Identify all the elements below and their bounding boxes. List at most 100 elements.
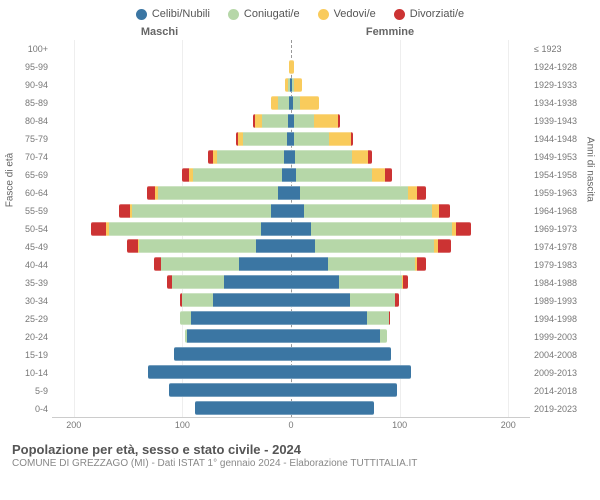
year-label: 2019-2023 bbox=[534, 400, 588, 418]
bar-segment bbox=[338, 114, 340, 128]
pyramid-row bbox=[52, 345, 530, 363]
bar-segment bbox=[291, 275, 339, 289]
age-label: 5-9 bbox=[12, 382, 48, 400]
age-label: 55-59 bbox=[12, 202, 48, 220]
bar-segment bbox=[271, 204, 291, 218]
bar-segment bbox=[300, 96, 320, 110]
footer-subtitle: COMUNE DI GREZZAGO (MI) - Dati ISTAT 1° … bbox=[12, 458, 588, 469]
bar-segment bbox=[295, 150, 351, 164]
bar-segment bbox=[195, 401, 291, 415]
male-bar bbox=[52, 401, 291, 415]
bar-segment bbox=[213, 293, 291, 307]
legend-label: Divorziati/e bbox=[410, 8, 464, 20]
year-label: 1979-1983 bbox=[534, 256, 588, 274]
female-bar bbox=[291, 401, 530, 415]
female-bar bbox=[291, 329, 530, 343]
male-bar bbox=[52, 168, 291, 182]
year-label: 1934-1938 bbox=[534, 94, 588, 112]
male-bar bbox=[52, 150, 291, 164]
bar-segment bbox=[389, 311, 390, 325]
female-bar bbox=[291, 60, 530, 74]
year-label: 1994-1998 bbox=[534, 310, 588, 328]
year-label: 1939-1943 bbox=[534, 112, 588, 130]
bar-segment bbox=[291, 383, 397, 397]
age-label: 10-14 bbox=[12, 364, 48, 382]
pyramid-row bbox=[52, 273, 530, 291]
year-label: 1954-1958 bbox=[534, 166, 588, 184]
y-axis-right-title: Anni di nascita bbox=[585, 137, 596, 202]
bar-segment bbox=[261, 222, 291, 236]
year-label: 1929-1933 bbox=[534, 76, 588, 94]
male-bar bbox=[52, 186, 291, 200]
age-label: 80-84 bbox=[12, 112, 48, 130]
age-label: 45-49 bbox=[12, 238, 48, 256]
bar-segment bbox=[182, 293, 212, 307]
year-label: 1974-1978 bbox=[534, 238, 588, 256]
age-label: 100+ bbox=[12, 40, 48, 58]
bar-segment bbox=[311, 222, 452, 236]
legend: Celibi/Nubili Coniugati/e Vedovi/e Divorzia… bbox=[12, 8, 588, 20]
pyramid-row bbox=[52, 291, 530, 309]
female-bar bbox=[291, 347, 530, 361]
female-bar bbox=[291, 78, 530, 92]
year-label: ≤ 1923 bbox=[534, 40, 588, 58]
bar-segment bbox=[158, 186, 278, 200]
bar-segment bbox=[291, 329, 380, 343]
bar-segment bbox=[256, 239, 291, 253]
bar-segment bbox=[127, 239, 138, 253]
bar-segment bbox=[315, 239, 435, 253]
female-bar bbox=[291, 365, 530, 379]
female-bar bbox=[291, 293, 530, 307]
x-ticks: 2001000100200 bbox=[52, 420, 530, 432]
male-bar bbox=[52, 329, 291, 343]
bar-segment bbox=[417, 186, 426, 200]
male-bar bbox=[52, 78, 291, 92]
bar-segment bbox=[147, 186, 156, 200]
bar-segment bbox=[187, 329, 291, 343]
pyramid-row bbox=[52, 237, 530, 255]
age-label: 0-4 bbox=[12, 400, 48, 418]
male-bar bbox=[52, 365, 291, 379]
legend-label: Vedovi/e bbox=[334, 8, 376, 20]
bar-segment bbox=[339, 275, 402, 289]
year-label: 1949-1953 bbox=[534, 148, 588, 166]
male-bar bbox=[52, 311, 291, 325]
pyramid-row bbox=[52, 94, 530, 112]
bar-segment bbox=[291, 186, 300, 200]
bar-segment bbox=[291, 311, 367, 325]
age-label: 20-24 bbox=[12, 328, 48, 346]
legend-swatch bbox=[228, 9, 239, 20]
pyramid-row bbox=[52, 166, 530, 184]
y-axis-left-title: Fasce di età bbox=[5, 153, 16, 207]
bar-segment bbox=[169, 383, 291, 397]
legend-label: Coniugati/e bbox=[244, 8, 300, 20]
bar-segment bbox=[432, 204, 439, 218]
female-bar bbox=[291, 275, 530, 289]
bar-segment bbox=[291, 347, 391, 361]
bar-segment bbox=[278, 186, 291, 200]
male-bar bbox=[52, 239, 291, 253]
year-label: 2009-2013 bbox=[534, 364, 588, 382]
gender-labels: Maschi Femmine bbox=[12, 26, 588, 38]
bar-segment bbox=[291, 293, 350, 307]
bar-segment bbox=[91, 222, 106, 236]
bar-segment bbox=[403, 275, 408, 289]
bar-segment bbox=[278, 96, 289, 110]
male-label: Maschi bbox=[12, 26, 257, 38]
legend-item: Celibi/Nubili bbox=[136, 8, 210, 20]
year-label: 1969-1973 bbox=[534, 220, 588, 238]
bar-segment bbox=[161, 257, 239, 271]
female-label: Femmine bbox=[257, 26, 588, 38]
bar-segment bbox=[174, 347, 291, 361]
age-label: 60-64 bbox=[12, 184, 48, 202]
age-label: 25-29 bbox=[12, 310, 48, 328]
pyramid-row bbox=[52, 148, 530, 166]
male-bar bbox=[52, 204, 291, 218]
bar-segment bbox=[329, 132, 351, 146]
x-tick-label: 200 bbox=[501, 420, 516, 430]
age-label: 65-69 bbox=[12, 166, 48, 184]
bar-segment bbox=[368, 150, 372, 164]
year-label: 2014-2018 bbox=[534, 382, 588, 400]
bar-segment bbox=[191, 311, 291, 325]
bar-segment bbox=[395, 293, 398, 307]
